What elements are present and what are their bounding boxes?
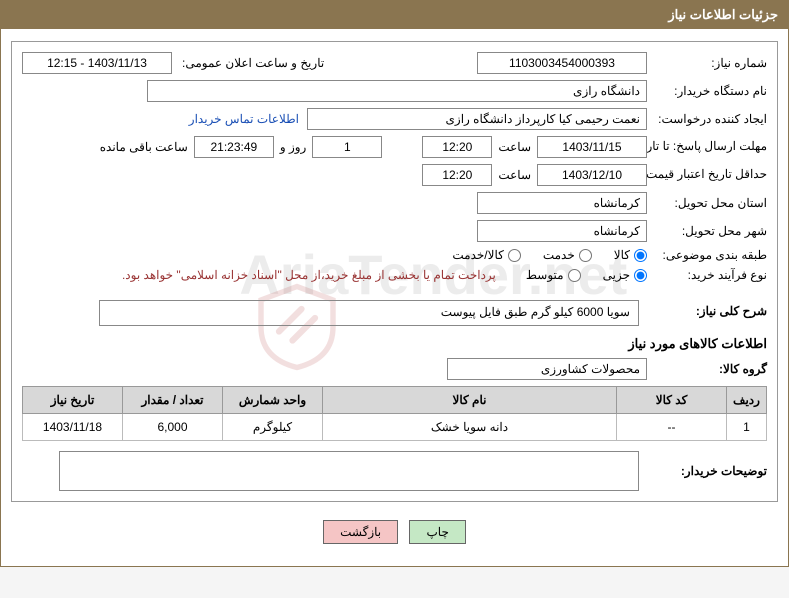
province-label: استان محل تحویل: bbox=[647, 196, 767, 210]
summary-value: سویا 6000 کیلو گرم طبق فایل پیوست bbox=[99, 300, 639, 326]
city-value: کرمانشاه bbox=[477, 220, 647, 242]
requester-label: ایجاد کننده درخواست: bbox=[647, 112, 767, 126]
days-value: 1 bbox=[312, 136, 382, 158]
contact-link[interactable]: اطلاعات تماس خریدار bbox=[189, 112, 299, 126]
row-need-no: شماره نیاز: 1103003454000393 تاریخ و ساع… bbox=[22, 52, 767, 74]
process-label: نوع فرآیند خرید: bbox=[647, 268, 767, 282]
goods-table: ردیف کد کالا نام کالا واحد شمارش تعداد /… bbox=[22, 386, 767, 441]
announce-label: تاریخ و ساعت اعلان عمومی: bbox=[178, 56, 324, 70]
table-header-row: ردیف کد کالا نام کالا واحد شمارش تعداد /… bbox=[23, 387, 767, 414]
th-qty: تعداد / مقدار bbox=[123, 387, 223, 414]
city-label: شهر محل تحویل: bbox=[647, 224, 767, 238]
row-province: استان محل تحویل: کرمانشاه bbox=[22, 192, 767, 214]
category-label: طبقه بندی موضوعی: bbox=[647, 248, 767, 262]
buyer-org-value: دانشگاه رازی bbox=[147, 80, 647, 102]
radio-goods[interactable] bbox=[634, 249, 647, 262]
row-city: شهر محل تحویل: کرمانشاه bbox=[22, 220, 767, 242]
row-validity: حداقل تاریخ اعتبار قیمت: تا تاریخ: 1403/… bbox=[22, 164, 767, 186]
th-unit: واحد شمارش bbox=[223, 387, 323, 414]
th-code: کد کالا bbox=[617, 387, 727, 414]
radio-service[interactable] bbox=[579, 249, 592, 262]
radio-medium[interactable] bbox=[568, 269, 581, 282]
th-name: نام کالا bbox=[323, 387, 617, 414]
radio-partial[interactable] bbox=[634, 269, 647, 282]
th-date: تاریخ نیاز bbox=[23, 387, 123, 414]
back-button[interactable]: بازگشت bbox=[323, 520, 398, 544]
radio-medium-label[interactable]: متوسط bbox=[526, 268, 581, 282]
group-label: گروه کالا: bbox=[647, 362, 767, 376]
cell-qty: 6,000 bbox=[123, 414, 223, 441]
cell-name: دانه سویا خشک bbox=[323, 414, 617, 441]
announce-value: 1403/11/13 - 12:15 bbox=[22, 52, 172, 74]
panel-header: جزئیات اطلاعات نیاز bbox=[1, 1, 788, 29]
time-label-1: ساعت bbox=[492, 140, 537, 154]
th-row: ردیف bbox=[727, 387, 767, 414]
deadline-date: 1403/11/15 bbox=[537, 136, 647, 158]
content-area: AriaTender.net شماره نیاز: 1103003454000… bbox=[1, 29, 788, 566]
summary-label: شرح کلی نیاز: bbox=[647, 304, 767, 318]
row-requester: ایجاد کننده درخواست: نعمت رحیمی کیا کارپ… bbox=[22, 108, 767, 130]
cell-code: -- bbox=[617, 414, 727, 441]
radio-both-label[interactable]: کالا/خدمت bbox=[452, 248, 520, 262]
payment-note: پرداخت تمام یا بخشی از مبلغ خرید،از محل … bbox=[122, 268, 496, 282]
row-group: گروه کالا: محصولات کشاورزی bbox=[22, 358, 767, 380]
validity-time: 12:20 bbox=[422, 164, 492, 186]
deadline-label: مهلت ارسال پاسخ: تا تاریخ: bbox=[647, 139, 767, 155]
radio-both[interactable] bbox=[508, 249, 521, 262]
row-deadline: مهلت ارسال پاسخ: تا تاریخ: 1403/11/15 سا… bbox=[22, 136, 767, 158]
validity-label: حداقل تاریخ اعتبار قیمت: تا تاریخ: bbox=[647, 167, 767, 183]
row-buyer-org: نام دستگاه خریدار: دانشگاه رازی bbox=[22, 80, 767, 102]
remaining-label: ساعت باقی مانده bbox=[94, 140, 194, 154]
buyer-notes-box bbox=[59, 451, 639, 491]
row-summary: شرح کلی نیاز: سویا 6000 کیلو گرم طبق فای… bbox=[22, 296, 767, 326]
buyer-org-label: نام دستگاه خریدار: bbox=[647, 84, 767, 98]
group-value: محصولات کشاورزی bbox=[447, 358, 647, 380]
table-row: 1 -- دانه سویا خشک کیلوگرم 6,000 1403/11… bbox=[23, 414, 767, 441]
countdown-value: 21:23:49 bbox=[194, 136, 274, 158]
cell-unit: کیلوگرم bbox=[223, 414, 323, 441]
cell-date: 1403/11/18 bbox=[23, 414, 123, 441]
radio-service-label[interactable]: خدمت bbox=[543, 248, 592, 262]
header-title: جزئیات اطلاعات نیاز bbox=[668, 7, 778, 22]
cell-idx: 1 bbox=[727, 414, 767, 441]
requester-value: نعمت رحیمی کیا کارپرداز دانشگاه رازی bbox=[307, 108, 647, 130]
main-container: جزئیات اطلاعات نیاز AriaTender.net شماره… bbox=[0, 0, 789, 567]
goods-info-title: اطلاعات کالاهای مورد نیاز bbox=[22, 336, 767, 352]
category-radio-group: کالا خدمت کالا/خدمت bbox=[434, 248, 647, 262]
button-bar: چاپ بازگشت bbox=[11, 510, 778, 554]
row-category: طبقه بندی موضوعی: کالا خدمت کالا/خدمت bbox=[22, 248, 767, 262]
time-label-2: ساعت bbox=[492, 168, 537, 182]
details-panel: AriaTender.net شماره نیاز: 1103003454000… bbox=[11, 41, 778, 502]
province-value: کرمانشاه bbox=[477, 192, 647, 214]
validity-date: 1403/12/10 bbox=[537, 164, 647, 186]
process-radio-group: جزیی متوسط bbox=[508, 268, 647, 282]
row-buyer-notes: توضیحات خریدار: bbox=[22, 451, 767, 491]
radio-goods-label[interactable]: کالا bbox=[614, 248, 647, 262]
need-no-value: 1103003454000393 bbox=[477, 52, 647, 74]
buyer-notes-label: توضیحات خریدار: bbox=[647, 464, 767, 478]
row-process: نوع فرآیند خرید: جزیی متوسط پرداخت تمام … bbox=[22, 268, 767, 282]
need-no-label: شماره نیاز: bbox=[647, 56, 767, 70]
print-button[interactable]: چاپ bbox=[409, 520, 465, 544]
days-and-label: روز و bbox=[274, 140, 313, 154]
deadline-time: 12:20 bbox=[422, 136, 492, 158]
radio-partial-label[interactable]: جزیی bbox=[603, 268, 647, 282]
